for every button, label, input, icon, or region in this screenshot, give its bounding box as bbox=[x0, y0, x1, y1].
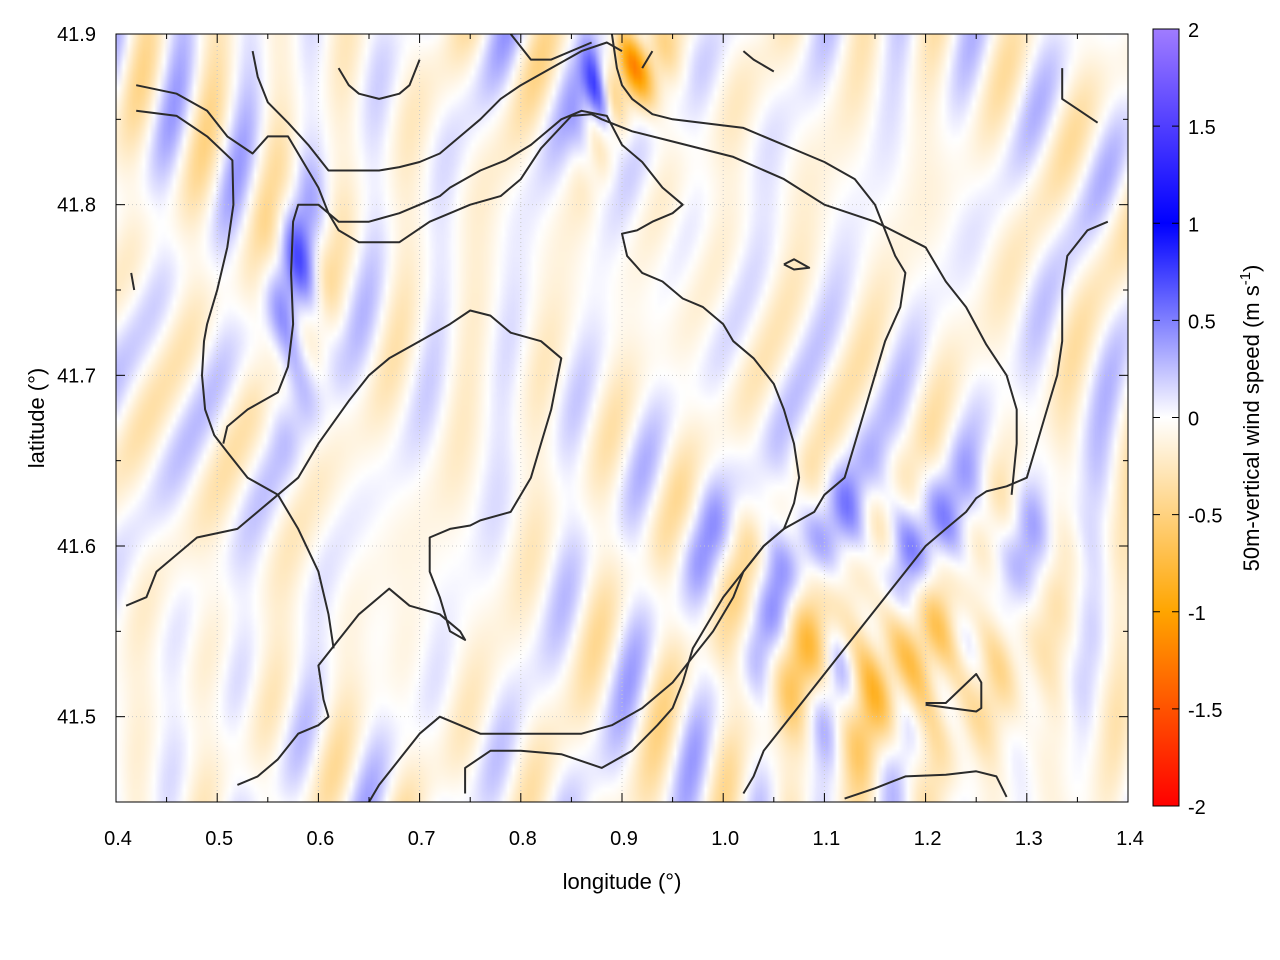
x-tick-label: 1.3 bbox=[1015, 828, 1043, 850]
x-axis-title: longitude (°) bbox=[563, 869, 682, 894]
colorbar-title: 50m-vertical wind speed (m s-1) bbox=[1237, 265, 1264, 572]
contour-line bbox=[641, 50, 654, 69]
contour-line bbox=[130, 272, 136, 291]
colorbar-tick-label: -0.5 bbox=[1188, 506, 1222, 528]
y-tick-label: 41.8 bbox=[57, 195, 96, 217]
x-tick-label: 1.2 bbox=[914, 828, 942, 850]
x-tick-label: 0.7 bbox=[408, 828, 436, 850]
colorbar-tick-label: 1.5 bbox=[1188, 117, 1216, 139]
x-tick-label: 1.0 bbox=[711, 828, 739, 850]
contour-line bbox=[125, 309, 563, 786]
colorbar-title-close: ) bbox=[1239, 265, 1264, 272]
x-tick-label: 0.8 bbox=[509, 828, 537, 850]
x-tick-labels: 0.4 0.5 0.6 0.7 0.8 0.9 1.0 1.1 1.2 1.3 1.4 bbox=[104, 828, 1144, 850]
colorbar-tick-label: 2 bbox=[1188, 20, 1199, 42]
contour-line bbox=[925, 673, 983, 713]
contour-line bbox=[1061, 68, 1099, 124]
contour-line bbox=[337, 59, 421, 100]
plot-area bbox=[115, 33, 1129, 803]
y-tick-label: 41.6 bbox=[57, 536, 96, 558]
colorbar-tick-label: -2 bbox=[1188, 797, 1206, 819]
x-tick-label: 0.9 bbox=[610, 828, 638, 850]
y-tick-label: 41.9 bbox=[57, 24, 96, 46]
contour-line bbox=[844, 770, 1008, 800]
x-tick-label: 0.4 bbox=[104, 828, 132, 850]
colorbar-ticks bbox=[1153, 28, 1179, 807]
contour-line bbox=[742, 50, 775, 73]
y-tick-label: 41.7 bbox=[57, 365, 96, 387]
x-tick-label: 1.1 bbox=[812, 828, 840, 850]
colorbar-tick-label: 0.5 bbox=[1188, 311, 1216, 333]
contour-line bbox=[135, 84, 1018, 495]
contour-line bbox=[783, 258, 811, 271]
axis-ticks bbox=[115, 33, 1129, 802]
x-tick-label: 1.4 bbox=[1116, 828, 1144, 850]
colorbar-tick-label: -1 bbox=[1188, 603, 1206, 625]
y-tick-labels: 41.5 41.6 41.7 41.8 41.9 bbox=[57, 24, 96, 729]
colorbar-tick-label: 1 bbox=[1188, 214, 1199, 236]
contour-line bbox=[742, 220, 1109, 795]
colorbar-tick-label: -1.5 bbox=[1188, 700, 1222, 722]
contour-line bbox=[509, 34, 592, 61]
y-tick-label: 41.5 bbox=[57, 707, 96, 729]
colorbar: -2 -1.5 -1 -0.5 0 0.5 1 1.5 2 50m-vertical wind … bbox=[1152, 20, 1264, 819]
contour-line bbox=[222, 109, 801, 802]
y-axis-title: latitude (°) bbox=[24, 368, 49, 469]
contour-line bbox=[136, 109, 335, 649]
x-tick-label: 0.5 bbox=[205, 828, 233, 850]
colorbar-title-main: 50m-vertical wind speed (m s bbox=[1239, 285, 1264, 571]
colorbar-tick-labels: -2 -1.5 -1 -0.5 0 0.5 1 1.5 2 bbox=[1188, 20, 1222, 819]
x-tick-label: 0.6 bbox=[306, 828, 334, 850]
contour-line bbox=[464, 34, 907, 794]
contour-line bbox=[251, 41, 623, 172]
colorbar-title-superscript: -1 bbox=[1237, 272, 1254, 285]
terrain-contours bbox=[125, 34, 1109, 802]
colorbar-tick-label: 0 bbox=[1188, 409, 1199, 431]
